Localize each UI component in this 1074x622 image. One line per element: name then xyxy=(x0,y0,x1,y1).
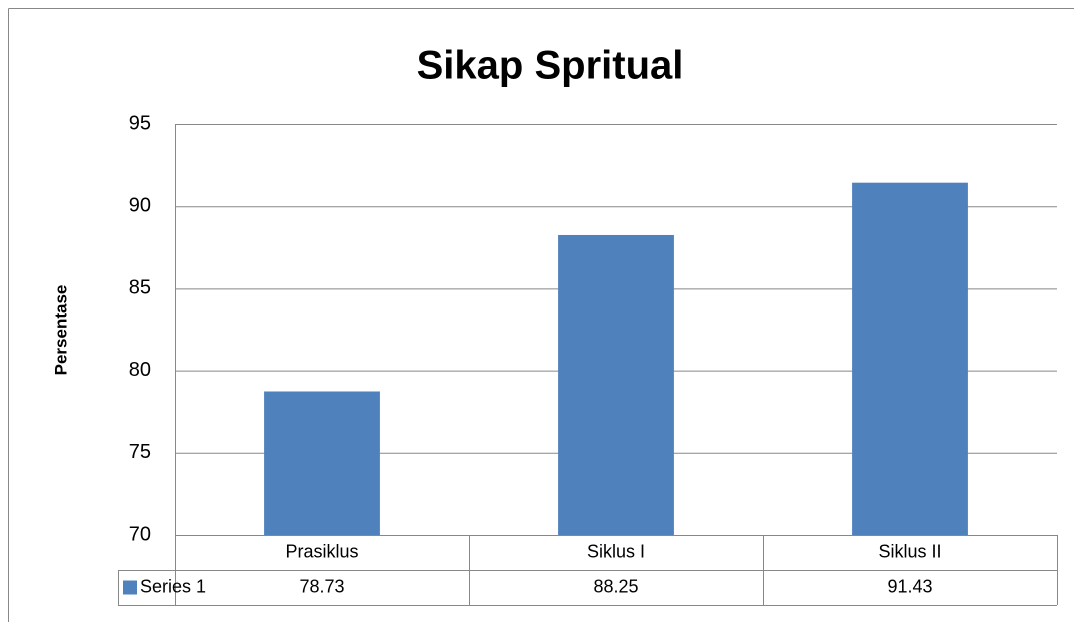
table-value: 88.25 xyxy=(593,576,638,596)
y-tick-label: 80 xyxy=(129,359,151,381)
table-value: 78.73 xyxy=(299,576,344,596)
y-tick-label: 70 xyxy=(129,523,151,545)
legend-label: Series 1 xyxy=(140,576,206,596)
y-axis-label: Persentase xyxy=(51,285,70,376)
y-tick-label: 75 xyxy=(129,441,151,463)
bar xyxy=(558,234,674,535)
bar xyxy=(852,182,968,535)
table-value: 91.43 xyxy=(887,576,932,596)
x-tick-label: Siklus I xyxy=(587,541,645,561)
y-tick-label: 85 xyxy=(129,277,151,299)
legend-key xyxy=(123,580,137,595)
y-tick-label: 90 xyxy=(129,194,151,216)
bar xyxy=(264,391,380,535)
chart-title: Sikap Spritual xyxy=(417,44,684,88)
x-tick-label: Siklus II xyxy=(878,541,941,561)
x-tick-label: Prasiklus xyxy=(285,541,358,561)
y-tick-label: 95 xyxy=(129,112,151,134)
